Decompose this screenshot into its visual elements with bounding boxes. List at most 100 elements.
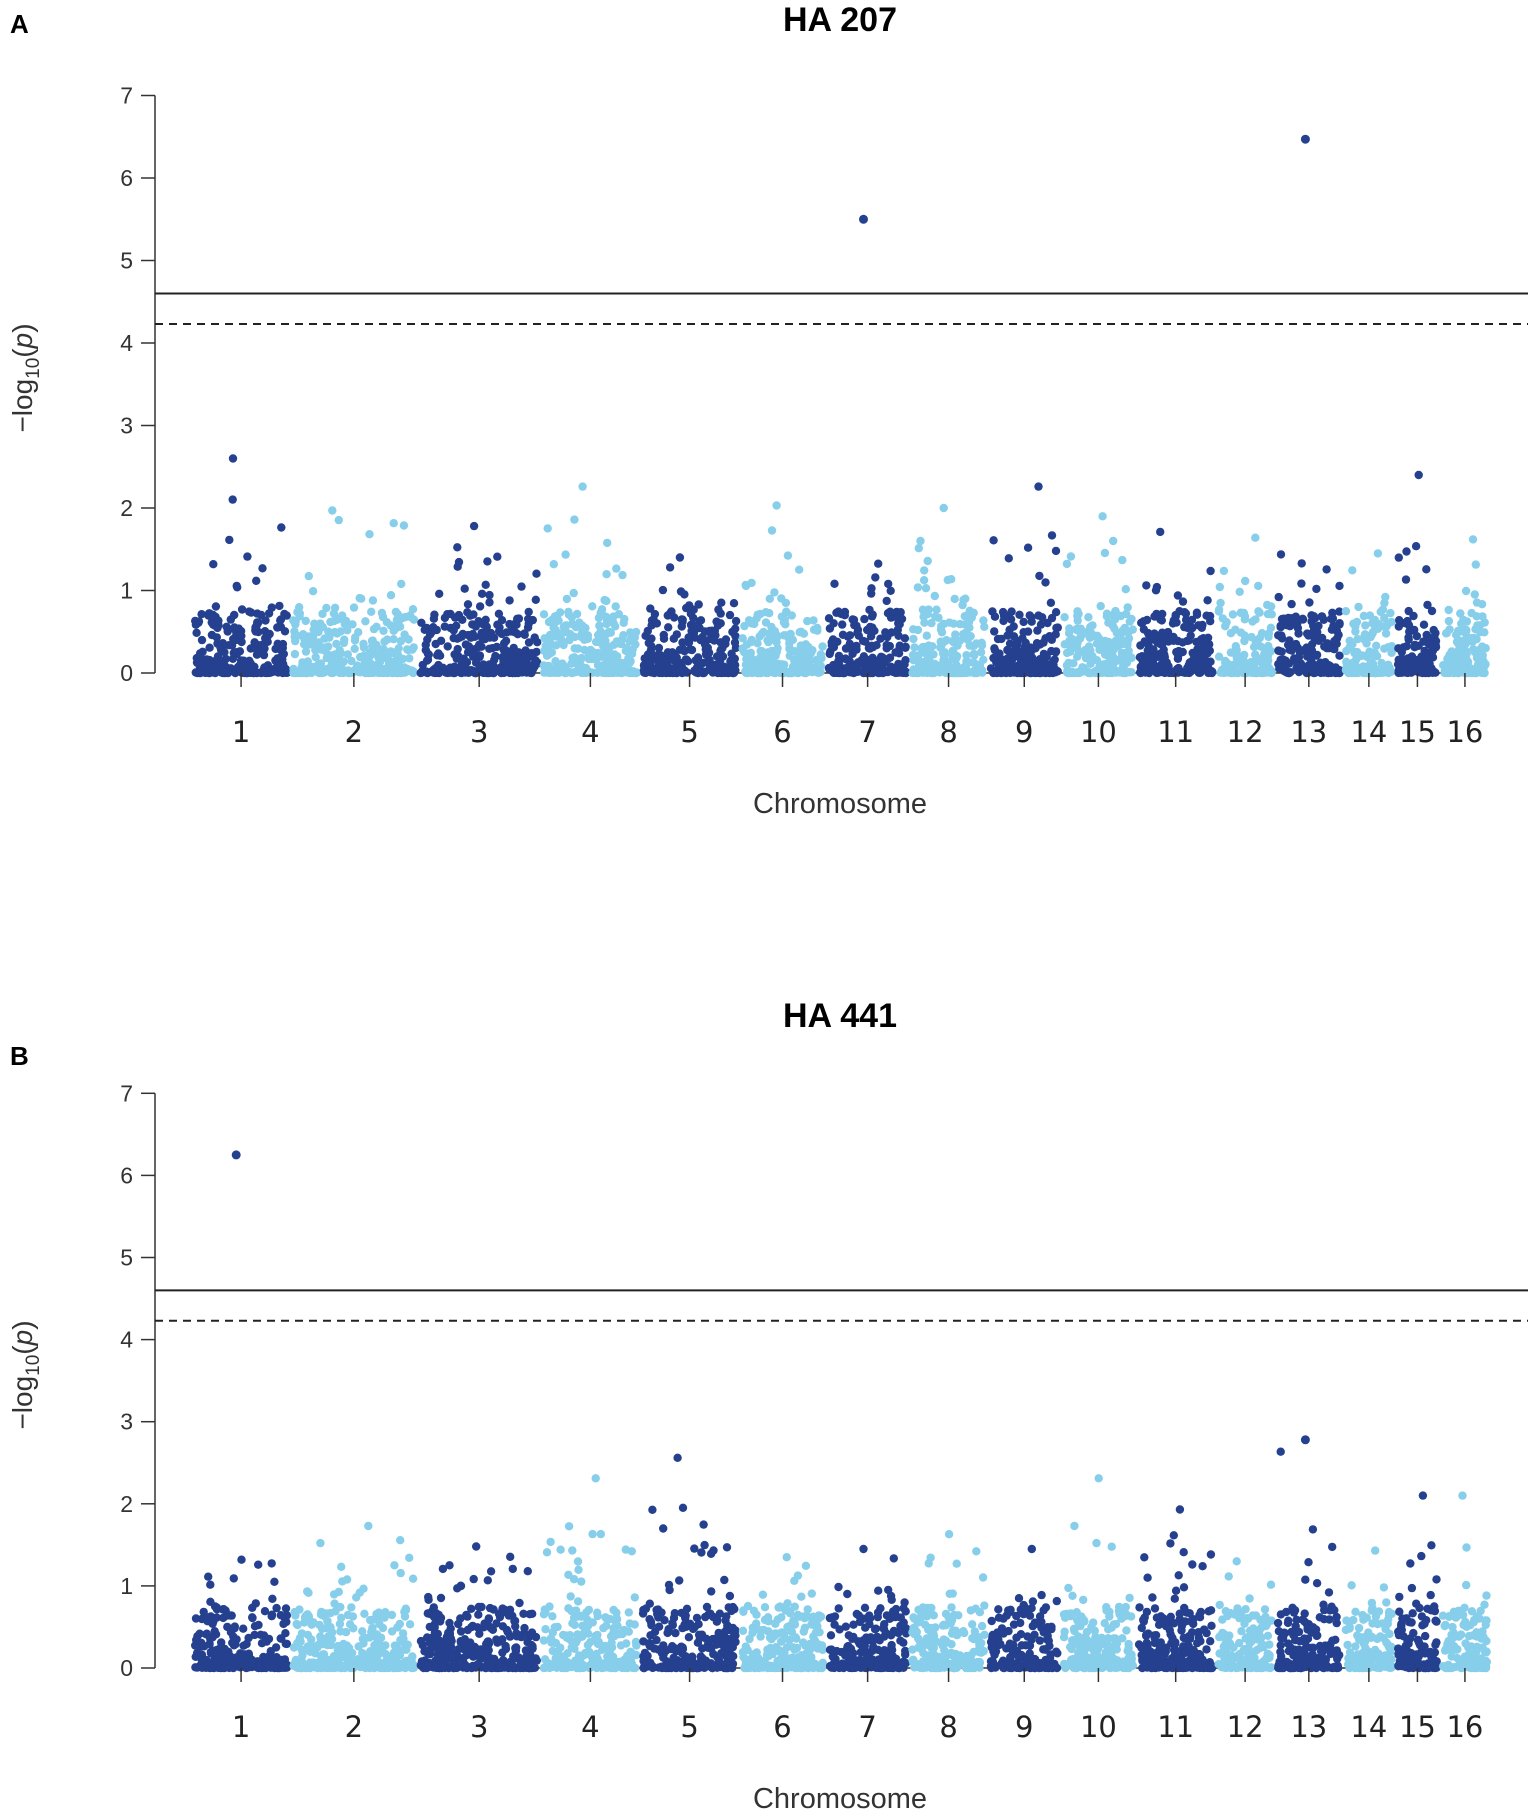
data-point — [1257, 629, 1267, 638]
data-point — [523, 1655, 532, 1665]
data-point — [598, 661, 607, 670]
data-point — [266, 1647, 275, 1656]
data-point — [505, 596, 514, 605]
data-point — [1221, 622, 1230, 631]
data-point — [556, 1643, 565, 1652]
data-point — [582, 668, 591, 677]
data-point — [229, 634, 238, 644]
data-point — [1004, 554, 1013, 563]
data-point — [428, 1633, 437, 1642]
data-point — [599, 1623, 608, 1633]
data-point — [767, 622, 776, 632]
data-point — [549, 560, 558, 569]
data-point — [320, 666, 329, 676]
data-point — [1409, 611, 1418, 621]
data-point — [460, 657, 469, 666]
data-point — [840, 611, 849, 620]
data-point — [959, 595, 968, 605]
data-point — [1066, 552, 1076, 561]
data-point — [761, 608, 771, 617]
data-point — [891, 648, 900, 657]
data-point — [1383, 619, 1393, 628]
data-point — [1444, 605, 1453, 615]
data-point — [1189, 650, 1199, 660]
data-point — [1100, 645, 1110, 654]
data-point — [718, 643, 727, 653]
data-point — [593, 1608, 602, 1617]
data-point — [1219, 668, 1228, 678]
x-axis-label: Chromosome — [753, 788, 927, 820]
data-point — [952, 660, 961, 670]
data-point — [267, 1559, 276, 1568]
data-point — [1306, 662, 1316, 671]
data-point — [223, 625, 233, 634]
data-point — [267, 1612, 276, 1621]
data-point — [331, 1607, 340, 1616]
data-point — [1127, 653, 1136, 663]
data-point — [395, 1619, 404, 1629]
data-point — [449, 633, 458, 643]
y-axis-label-var: p — [7, 1330, 38, 1347]
data-point — [1201, 650, 1210, 659]
data-point — [482, 668, 491, 678]
data-point — [449, 663, 459, 673]
data-point — [1322, 565, 1331, 574]
data-point — [520, 629, 529, 638]
data-point — [1419, 663, 1428, 673]
y-tick-label: 1 — [120, 1573, 133, 1599]
data-point — [1307, 611, 1316, 620]
data-point — [372, 640, 381, 650]
data-point — [430, 610, 439, 619]
data-point — [1305, 598, 1314, 607]
data-point — [678, 1503, 688, 1513]
data-point — [640, 1648, 650, 1658]
x-tick-label: 4 — [581, 715, 599, 749]
data-point — [690, 1622, 699, 1632]
data-point — [301, 616, 310, 626]
data-point — [1293, 618, 1302, 628]
data-point — [443, 642, 452, 651]
data-point — [725, 610, 735, 620]
data-point — [485, 590, 494, 600]
data-point — [1219, 566, 1229, 576]
data-point — [511, 1646, 521, 1656]
data-point — [1335, 581, 1344, 591]
data-point — [502, 1625, 512, 1635]
data-point — [1353, 647, 1362, 657]
data-point — [1378, 605, 1388, 614]
data-point — [1235, 587, 1244, 596]
data-point — [409, 615, 419, 624]
data-point — [782, 631, 791, 640]
data-point — [435, 589, 444, 598]
data-point — [1325, 644, 1334, 653]
data-point — [1206, 617, 1215, 626]
data-point — [627, 1659, 637, 1668]
data-point — [436, 1593, 446, 1603]
data-point — [729, 599, 739, 608]
x-tick-label: 13 — [1290, 715, 1327, 749]
data-point — [542, 1548, 552, 1557]
data-point — [860, 614, 869, 624]
y-tick-label: 3 — [120, 413, 133, 439]
data-point — [532, 569, 541, 578]
data-point — [659, 634, 669, 643]
data-point — [334, 515, 343, 525]
data-point — [723, 1661, 732, 1670]
data-point — [1101, 667, 1110, 677]
data-point — [519, 1609, 528, 1619]
data-point — [517, 1632, 526, 1642]
data-point — [368, 596, 378, 605]
data-point — [361, 1633, 370, 1643]
data-point — [1265, 664, 1274, 673]
data-point-peak — [673, 1453, 682, 1463]
data-point — [463, 1625, 472, 1635]
data-point — [567, 613, 576, 622]
data-point — [220, 1663, 229, 1672]
data-point — [586, 645, 595, 655]
x-tick-label: 2 — [345, 715, 363, 749]
data-point — [1419, 637, 1428, 646]
data-point — [916, 536, 925, 546]
data-point — [646, 604, 655, 613]
data-point — [290, 649, 300, 659]
